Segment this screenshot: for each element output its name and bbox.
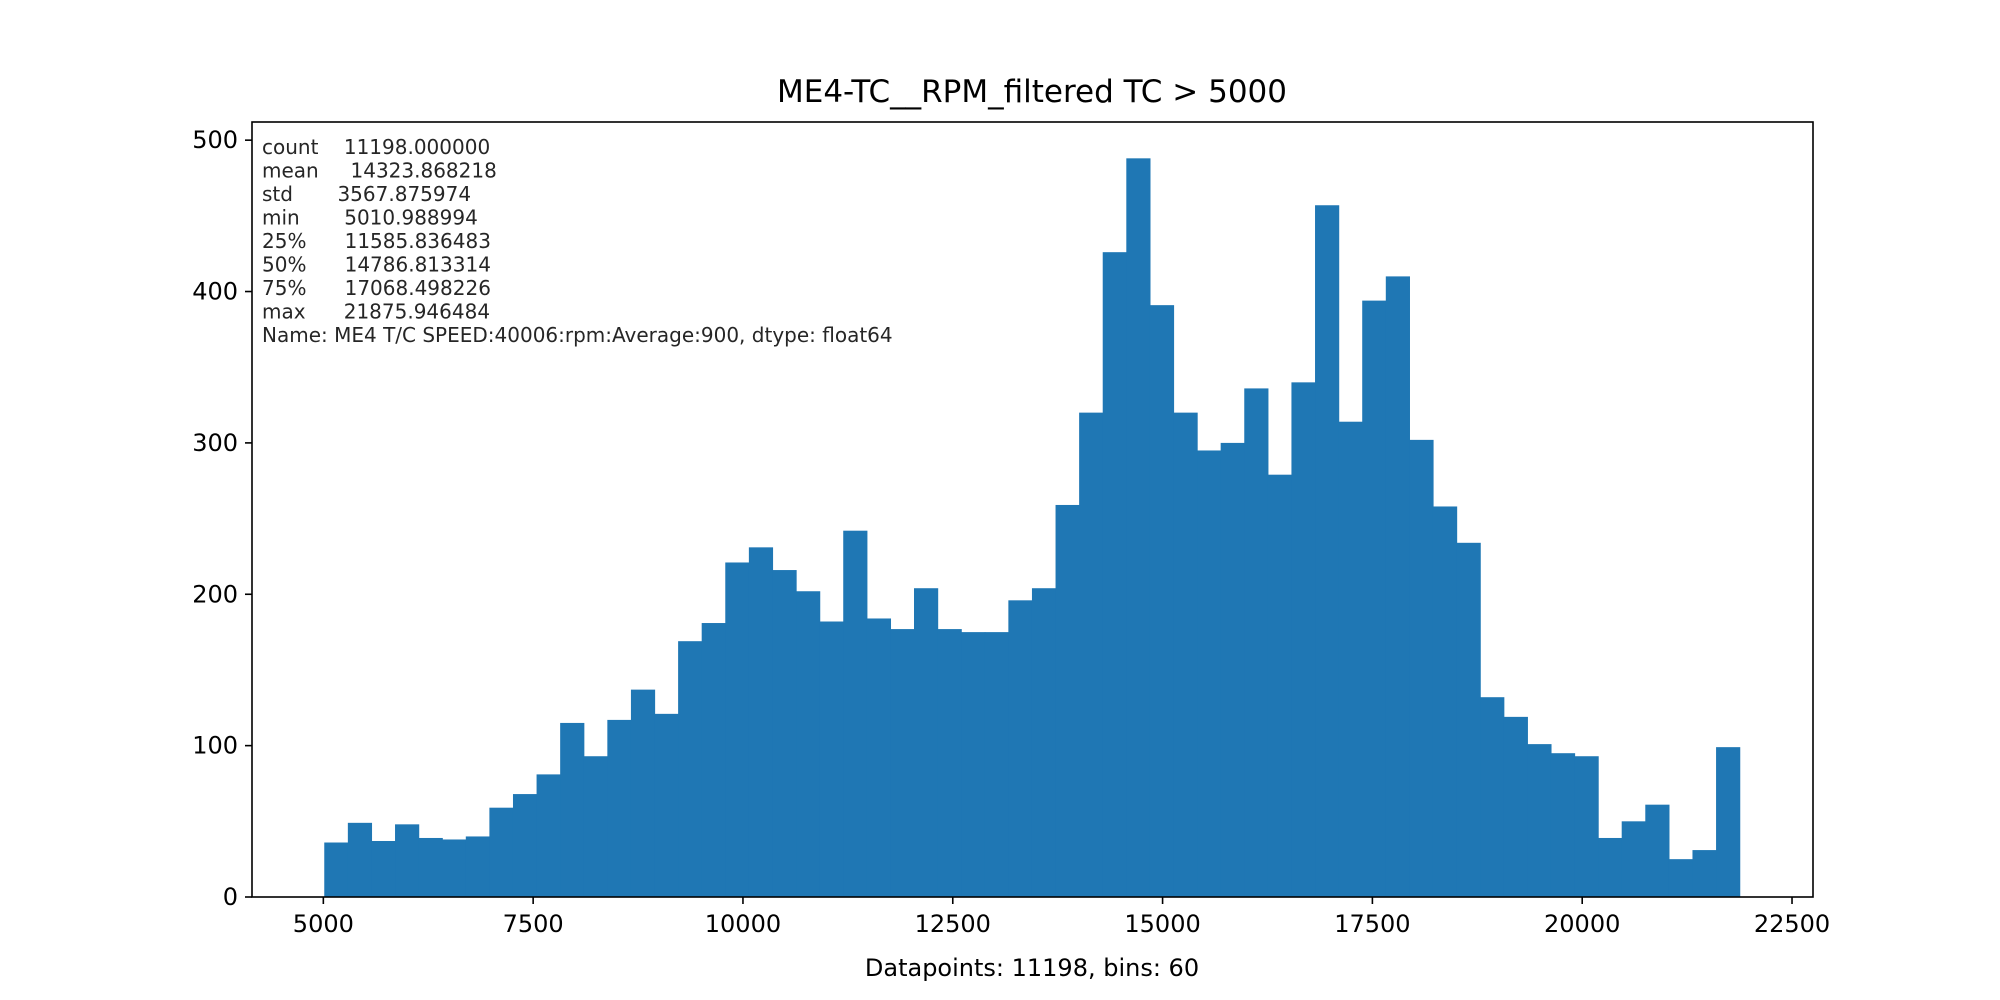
stats-line: 50% 14786.813314 — [262, 253, 491, 277]
histogram-bar — [324, 842, 349, 897]
histogram-bar — [914, 588, 939, 897]
histogram-bar — [725, 562, 750, 897]
x-tick-label: 22500 — [1754, 910, 1830, 938]
stats-line: min 5010.988994 — [262, 206, 478, 230]
histogram-bar — [1692, 850, 1717, 897]
histogram-bar — [465, 836, 490, 897]
histogram-bar — [1102, 252, 1127, 897]
stats-line: std 3567.875974 — [262, 182, 471, 206]
histogram-bar — [1362, 300, 1387, 897]
x-tick-label: 7500 — [503, 910, 564, 938]
histogram-bar — [1480, 697, 1505, 897]
histogram-bar — [1385, 276, 1410, 897]
histogram-bar — [937, 629, 962, 897]
histogram-bar — [1598, 837, 1623, 897]
histogram-bar — [1621, 821, 1646, 897]
y-tick-label: 500 — [192, 126, 238, 154]
x-tick-label: 17500 — [1334, 910, 1410, 938]
histogram-bar — [1055, 504, 1080, 897]
histogram-bar — [418, 837, 443, 897]
y-tick-label: 200 — [192, 580, 238, 608]
histogram-bar — [371, 840, 396, 897]
stats-line: 25% 11585.836483 — [262, 229, 491, 253]
plot-frame — [251, 121, 1814, 898]
histogram-bar — [1527, 744, 1552, 897]
histogram-bar — [512, 794, 538, 897]
stats-line: 75% 17068.498226 — [262, 276, 491, 300]
x-tick-label: 10000 — [705, 910, 781, 938]
x-tick-label: 15000 — [1124, 910, 1200, 938]
histogram-bar — [442, 839, 467, 897]
histogram-bar — [819, 621, 844, 897]
histogram-bar — [961, 632, 986, 897]
histogram-bar — [1574, 756, 1599, 897]
x-axis-ticks: 5000 7500 10000 12500 15000 17500 20000 22500 — [293, 897, 1830, 938]
histogram-bar — [866, 618, 892, 897]
histogram-bar — [1409, 439, 1434, 897]
y-tick-label: 300 — [192, 429, 238, 457]
histogram-bar — [1220, 442, 1245, 897]
histogram-bar — [1267, 474, 1293, 897]
histogram-bar — [1432, 506, 1458, 897]
histogram-bar — [701, 623, 726, 897]
histogram-bar — [678, 641, 703, 897]
histogram-bar — [560, 722, 585, 897]
histogram-bar — [1008, 600, 1033, 897]
histogram-bar — [1315, 205, 1340, 897]
histogram-bar — [1456, 542, 1481, 897]
histogram-bar — [347, 822, 373, 897]
histogram-bar — [536, 774, 561, 897]
histogram-bar — [1197, 450, 1222, 897]
histogram-bar — [607, 719, 632, 897]
histogram-bar — [395, 824, 420, 897]
histogram-bar — [1550, 753, 1576, 897]
histogram-bar — [748, 547, 774, 897]
x-tick-label: 20000 — [1544, 910, 1620, 938]
x-tick-label: 12500 — [915, 910, 991, 938]
stats-line: count 11198.000000 — [262, 135, 490, 159]
y-tick-label: 0 — [223, 883, 238, 911]
histogram-bar — [1079, 412, 1104, 898]
bars-group — [324, 158, 1741, 898]
chart-title: ME4-TC__RPM_filtered TC > 5000 — [777, 74, 1287, 110]
y-tick-label: 100 — [192, 732, 238, 760]
histogram-bar — [772, 570, 797, 897]
y-tick-label: 400 — [192, 278, 238, 306]
histogram-bar — [1716, 747, 1741, 897]
histogram-bar — [1338, 421, 1363, 897]
histogram-bar — [1149, 305, 1175, 897]
histogram-bar — [630, 689, 656, 897]
x-axis-label: Datapoints: 11198, bins: 60 — [865, 954, 1199, 982]
stats-line: mean 14323.868218 — [262, 159, 497, 183]
histogram-bar — [489, 807, 514, 897]
histogram-bar — [583, 756, 608, 897]
histogram-bar — [796, 591, 821, 897]
x-tick-label: 5000 — [293, 910, 354, 938]
histogram-bar — [1031, 588, 1057, 897]
stats-line: Name: ME4 T/C SPEED:40006:rpm:Average:90… — [262, 323, 893, 347]
histogram-bar — [890, 629, 915, 897]
histogram-bar — [1173, 412, 1198, 898]
histogram-bar — [984, 632, 1009, 897]
histogram-bar — [1668, 859, 1694, 897]
histogram-bar — [1503, 716, 1528, 897]
histogram-bar — [654, 713, 679, 897]
histogram-bar — [1126, 158, 1151, 897]
y-axis-ticks: 0 100 200 300 400 500 — [192, 126, 252, 911]
histogram-bar — [1291, 382, 1316, 898]
histogram-bar — [1645, 804, 1670, 897]
histogram-bar — [1244, 388, 1269, 897]
histogram-bar — [843, 530, 868, 897]
stats-line: max 21875.946484 — [262, 300, 490, 324]
